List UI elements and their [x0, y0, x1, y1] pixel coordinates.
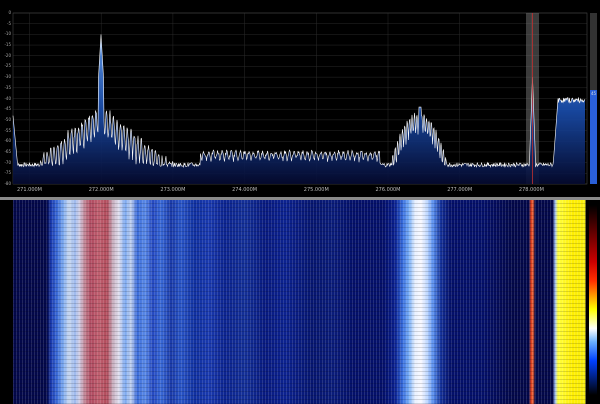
y-tick-label: -55 — [4, 127, 11, 133]
y-tick-label: -80 — [4, 181, 11, 186]
spectrum-trace — [12, 34, 586, 169]
y-tick-label: -45 — [4, 106, 11, 112]
spectrum-panel[interactable]: 0 -5 -10 -15 -20 -25 -30 -35 -40 -45 -50 -55 -60 -65 -… — [0, 0, 600, 198]
signal-level-fill — [590, 89, 597, 184]
waterfall-rows — [13, 200, 586, 404]
signal-level-value: 45 — [590, 91, 597, 96]
waterfall-panel[interactable] — [0, 200, 600, 404]
y-tick-label: -70 — [4, 159, 11, 165]
x-tick-label: 276.000M — [375, 187, 401, 193]
y-tick-label: -10 — [4, 31, 11, 37]
y-tick-label: -20 — [4, 52, 11, 58]
x-tick-label: 275.000M — [303, 187, 329, 193]
waterfall-display[interactable] — [13, 200, 586, 404]
signal-level-bar[interactable] — [590, 13, 597, 184]
x-tick-label: 277.000M — [447, 187, 473, 193]
x-tick-label: 273.000M — [160, 187, 186, 193]
spectrum-fill — [13, 34, 585, 184]
waterfall-texture — [13, 200, 586, 404]
x-tick-label: 271.000M — [17, 187, 42, 193]
spectrum-plot[interactable] — [0, 0, 600, 198]
x-tick-label: 272.000M — [88, 187, 114, 193]
x-tick-label: 278.000M — [518, 187, 544, 193]
y-tick-label: -25 — [4, 63, 11, 69]
y-tick-label: 0 — [8, 10, 11, 15]
y-tick-label: -30 — [4, 74, 11, 80]
y-tick-label: -60 — [4, 138, 11, 144]
y-tick-label: -65 — [4, 148, 11, 154]
x-tick-label: 274.000M — [232, 187, 258, 193]
y-tick-label: -50 — [4, 116, 11, 122]
waterfall-color-scale — [589, 205, 597, 395]
y-tick-label: -15 — [4, 42, 11, 48]
y-tick-label: -35 — [4, 84, 11, 90]
panel-splitter[interactable] — [0, 197, 600, 200]
y-tick-label: -40 — [4, 95, 11, 101]
y-tick-label: -75 — [4, 170, 11, 176]
y-tick-label: -5 — [7, 20, 11, 26]
